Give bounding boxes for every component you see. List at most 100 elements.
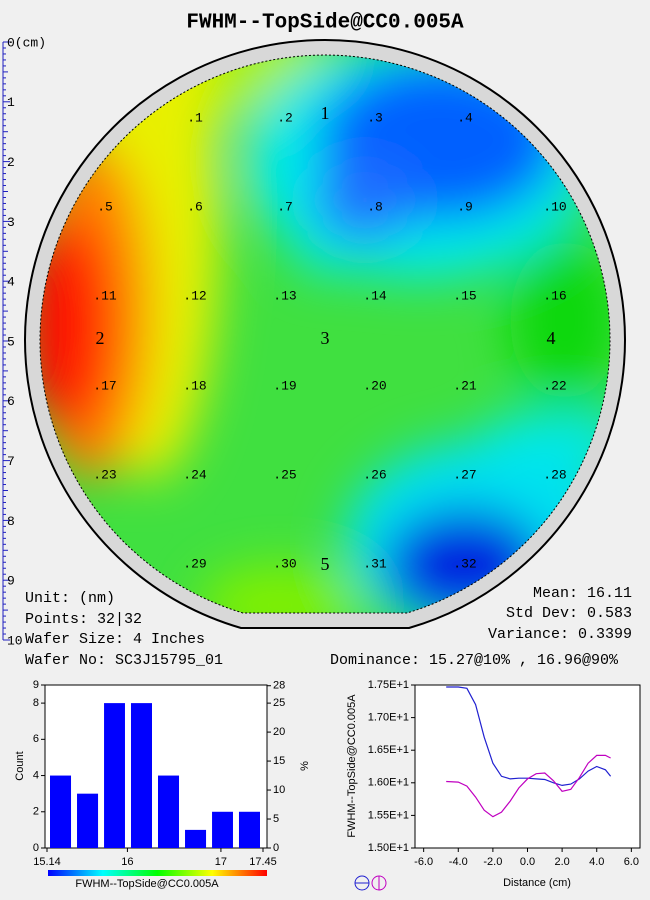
measure-point: .4: [457, 110, 473, 125]
measure-point: .12: [183, 288, 206, 303]
profile-line: [446, 686, 612, 787]
measure-point: .13: [273, 288, 296, 303]
measure-point: .6: [187, 199, 203, 214]
ruler-label: 9: [7, 574, 15, 589]
points-count: Points: 32|32: [25, 611, 142, 628]
measure-point: .29: [183, 556, 206, 571]
x-tick-label: 17.45: [249, 856, 277, 868]
profile-buttons[interactable]: [354, 875, 387, 891]
measure-point: .7: [277, 199, 293, 214]
measure-point: .3: [367, 110, 383, 125]
profile-line: [446, 754, 611, 818]
bar: [77, 793, 99, 848]
measure-point: .14: [363, 288, 387, 303]
measure-point: .5: [97, 199, 113, 214]
measure-point: .8: [367, 199, 383, 214]
y-tick-label: 1.75E+1: [368, 679, 409, 691]
bar: [130, 703, 152, 848]
ruler-label: 8: [7, 514, 15, 529]
y2-tick-label: 10: [273, 784, 285, 796]
y-tick-label: 0: [33, 842, 39, 854]
y2-tick-label: 20: [273, 726, 285, 738]
measure-point: .25: [273, 467, 296, 482]
x-axis-label: Distance (cm): [503, 877, 571, 889]
site-label: 5: [321, 554, 330, 574]
y-axis-label: Count: [14, 751, 26, 780]
site-label: 4: [547, 328, 556, 348]
measure-point: .24: [183, 467, 207, 482]
ruler-label: 7: [7, 454, 15, 469]
ruler-label: 1: [7, 95, 15, 110]
ruler-label: 0(cm): [7, 35, 46, 50]
measure-point: .21: [453, 378, 477, 393]
site-label: 2: [96, 328, 105, 348]
title: FWHM--TopSide@CC0.005A: [186, 12, 464, 35]
x-tick-label: 16: [121, 856, 133, 868]
x-tick-label: -2.0: [483, 856, 502, 868]
y-tick-label: 8: [33, 697, 39, 709]
x-tick-label: 15.14: [33, 856, 61, 868]
y2-tick-label: 28: [273, 680, 285, 692]
ruler-label: 5: [7, 334, 15, 349]
wafer-no: Wafer No: SC3J15795_01: [25, 652, 223, 669]
y2-tick-label: 15: [273, 755, 285, 767]
measure-point: .28: [543, 467, 566, 482]
measure-point: .16: [543, 288, 566, 303]
site-label: 3: [321, 328, 330, 348]
measure-point: .20: [363, 378, 386, 393]
x-tick-label: 6.0: [624, 856, 639, 868]
x-tick-label: 17: [215, 856, 227, 868]
y-tick-label: 1.60E+1: [368, 777, 409, 789]
site-label: 1: [321, 103, 330, 123]
line-plot: [414, 684, 641, 849]
y-tick-label: 9: [33, 679, 39, 691]
measure-point: .31: [363, 556, 387, 571]
x-tick-label: 0.0: [520, 856, 535, 868]
y2-axis-label: %: [299, 761, 311, 771]
variance: Variance: 0.3399: [488, 626, 632, 643]
measure-point: .19: [273, 378, 296, 393]
ruler-label: 3: [7, 215, 15, 230]
mean: Mean: 16.11: [533, 585, 632, 602]
y2-tick-label: 0: [273, 842, 279, 854]
x-tick-label: -4.0: [449, 856, 468, 868]
unit: Unit: (nm): [25, 590, 115, 607]
measure-point: .15: [453, 288, 476, 303]
measure-point: .2: [277, 110, 293, 125]
x-tick-label: 4.0: [589, 856, 604, 868]
bar: [212, 811, 233, 848]
y-tick-label: 1.65E+1: [368, 744, 409, 756]
ruler-label: 2: [7, 155, 15, 170]
measure-point: .17: [93, 378, 116, 393]
measure-point: .18: [183, 378, 206, 393]
y-tick-label: 4: [33, 769, 39, 781]
y-tick-label: 1.55E+1: [368, 809, 409, 821]
measure-point: .1: [187, 110, 203, 125]
measure-point: .10: [543, 199, 566, 214]
color-bar: [48, 870, 267, 876]
measure-point: .30: [273, 556, 296, 571]
std-dev: Std Dev: 0.583: [506, 605, 632, 622]
measure-point: .11: [93, 288, 117, 303]
x-tick-label: -6.0: [414, 856, 433, 868]
x-tick-label: 2.0: [554, 856, 569, 868]
ruler-label: 6: [7, 394, 15, 409]
y-axis-label: FWHM--TopSide@CC0.005A: [346, 694, 358, 838]
y-tick-label: 1.50E+1: [368, 842, 409, 854]
bar: [238, 811, 260, 848]
bar: [185, 829, 207, 848]
y-tick-label: 6: [33, 733, 39, 745]
measure-point: .32: [453, 556, 476, 571]
ruler-label: 4: [7, 275, 15, 290]
y-tick-label: 1.70E+1: [368, 712, 409, 724]
y2-tick-label: 5: [273, 813, 279, 825]
measure-point: .23: [93, 467, 116, 482]
bar: [158, 775, 180, 848]
bar: [104, 703, 125, 848]
measure-point: .22: [543, 378, 566, 393]
measure-point: .27: [453, 467, 476, 482]
ruler-label: 10: [7, 633, 23, 648]
x-axis-label: FWHM--TopSide@CC0.005A: [75, 878, 219, 890]
